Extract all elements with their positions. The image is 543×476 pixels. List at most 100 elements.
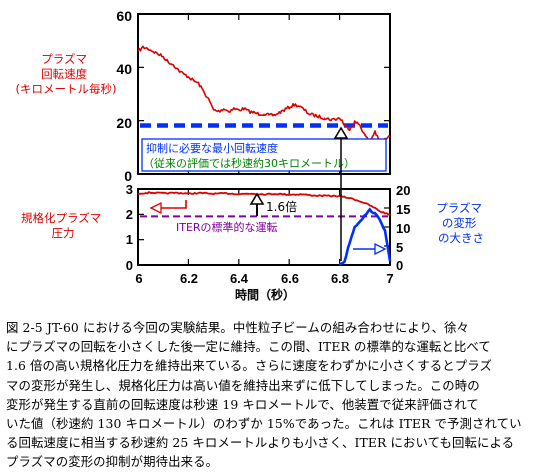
normalized-pressure-series bbox=[137, 191, 391, 216]
xtick-6.2: 6.2 bbox=[180, 271, 198, 286]
xtick-6.6: 6.6 bbox=[281, 271, 299, 286]
top-ytick-0: 0 bbox=[124, 168, 132, 184]
rotation-velocity-point bbox=[172, 64, 174, 66]
rotation-velocity-point bbox=[293, 104, 295, 106]
rotation-velocity-point bbox=[177, 69, 179, 71]
rotation-velocity-point bbox=[238, 109, 240, 111]
caption-line: る回転速度に相当する秒速約 25 キロメートルよりも小さく、ITER においても… bbox=[6, 435, 515, 451]
caption-line: 1.6 倍の高い規格化圧力を維持出来ている。さらに速度をわずかに小さくするとプラ… bbox=[6, 358, 492, 374]
rotation-velocity-point bbox=[318, 116, 320, 118]
plasma-deformation-point bbox=[384, 230, 386, 232]
bottom-left-ytick-3: 3 bbox=[126, 182, 133, 197]
rotation-velocity-point bbox=[341, 120, 343, 122]
top-ylabel: プラズマ 回転速度 (キロメートル毎秒) bbox=[16, 52, 117, 96]
bottom-left-ylabel: 規格化プラズマ 圧力 bbox=[21, 211, 105, 240]
rotation-velocity-point bbox=[248, 110, 250, 112]
rotation-velocity-point bbox=[273, 114, 275, 116]
bottom-left-ytick-2: 2 bbox=[126, 207, 133, 222]
bottom-left-ytick-1: 1 bbox=[126, 232, 133, 247]
normalized-pressure-point bbox=[313, 195, 315, 197]
rotation-velocity-point bbox=[152, 50, 154, 52]
rotation-velocity-point bbox=[218, 110, 220, 112]
normalized-pressure-point bbox=[326, 195, 328, 197]
plasma-deformation-point bbox=[349, 241, 351, 243]
normalized-pressure-point bbox=[389, 214, 391, 216]
bottom-right-ylabel-line1: プラズマ bbox=[436, 201, 482, 215]
left-axis-arrowhead bbox=[149, 201, 162, 215]
plasma-deformation-point bbox=[344, 260, 346, 262]
rotation-velocity-point bbox=[233, 108, 235, 110]
rotation-velocity-point bbox=[323, 117, 326, 119]
normalized-pressure-point bbox=[250, 193, 252, 195]
bottom-right-ylabel: プラズマ の変形 の大きさ bbox=[436, 201, 485, 245]
plasma-deformation-point bbox=[379, 218, 381, 220]
plasma-deformation-point bbox=[389, 260, 391, 262]
normalized-pressure-point bbox=[238, 193, 240, 195]
normalized-pressure-point bbox=[187, 193, 189, 195]
figure-caption: 図 2-5 JT-60 における今回の実験結果。中性粒子ビームの組み合わせにより… bbox=[6, 318, 538, 472]
rotation-velocity-point bbox=[208, 98, 210, 100]
rotation-velocity-point bbox=[223, 108, 225, 110]
top-plot-frame bbox=[137, 13, 391, 175]
rotation-velocity-point bbox=[283, 109, 285, 111]
rotation-velocity-point bbox=[389, 136, 391, 138]
rotation-velocity-points bbox=[137, 46, 391, 144]
normalized-pressure-point bbox=[150, 191, 152, 194]
bottom-right-ytick-0: 0 bbox=[396, 258, 403, 273]
rotation-velocity-point bbox=[142, 46, 144, 48]
rotation-velocity-point bbox=[197, 82, 200, 84]
normalized-pressure-point bbox=[225, 192, 227, 194]
bottom-panel: 3 2 1 0 20 15 10 5 0 6 6.2 6.4 6.6 6.8 7… bbox=[21, 182, 485, 302]
xtick-6: 6 bbox=[135, 271, 142, 286]
plasma-deformation-point bbox=[374, 213, 376, 215]
normalized-pressure-points bbox=[137, 191, 391, 216]
x-axis-label: 時間（秒） bbox=[235, 287, 295, 302]
bottom-right-ytick-10: 10 bbox=[396, 221, 410, 236]
rotation-velocity-point bbox=[137, 50, 139, 52]
bottom-right-ylabel-line2: の変形 bbox=[442, 216, 477, 230]
rotation-velocity-point bbox=[344, 125, 346, 127]
rotation-velocity-point bbox=[349, 128, 351, 130]
left-axis-arrow bbox=[151, 200, 187, 209]
caption-line: 図 2-5 JT-60 における今回の実験結果。中性粒子ビームの組み合わせにより… bbox=[6, 320, 470, 335]
rotation-velocity-point bbox=[147, 48, 149, 50]
threshold-annotation-line1: 抑制に必要な最小回転速度 bbox=[146, 141, 278, 155]
xtick-7: 7 bbox=[386, 271, 393, 286]
rotation-velocity-point bbox=[202, 90, 205, 92]
normalized-pressure-point bbox=[364, 202, 366, 204]
normalized-pressure-point bbox=[384, 212, 386, 214]
bottom-left-ylabel-line2: 圧力 bbox=[52, 226, 75, 240]
caption-line: プラズマの変形の抑制が期待出来る。 bbox=[6, 454, 219, 470]
normalized-pressure-point bbox=[175, 192, 177, 194]
rotation-velocity-point bbox=[192, 80, 194, 82]
ratio-label: 1.6倍 bbox=[266, 199, 297, 214]
normalized-pressure-point bbox=[374, 207, 376, 209]
normalized-pressure-point bbox=[379, 210, 381, 212]
plasma-deformation-point bbox=[354, 226, 356, 228]
rotation-velocity-point bbox=[339, 117, 341, 119]
rotation-velocity-point bbox=[303, 109, 305, 111]
caption-line: いた値（秒速約 130 キロメートル）のわずか 15%であった。これは ITER… bbox=[6, 416, 522, 432]
rotation-velocity-point bbox=[328, 118, 331, 120]
top-ytick-60: 60 bbox=[116, 8, 132, 24]
normalized-pressure-point bbox=[213, 193, 215, 195]
caption-line: 変形が発生する直前の回転速度は秒速 19 キロメートルで、他装置で従来評価されて bbox=[6, 396, 479, 412]
bottom-left-ytick-0: 0 bbox=[126, 258, 133, 273]
plasma-deformation-series bbox=[338, 207, 392, 267]
iter-standard-label: ITERの標準的な運転 bbox=[176, 220, 278, 234]
ratio-arrowhead bbox=[249, 192, 265, 205]
top-ytick-20: 20 bbox=[116, 115, 132, 131]
plasma-deformation-point bbox=[339, 264, 341, 266]
threshold-annotation-box bbox=[141, 138, 387, 172]
normalized-pressure-point bbox=[288, 194, 290, 196]
rotation-velocity-point bbox=[298, 105, 300, 107]
xtick-6.8: 6.8 bbox=[331, 271, 349, 286]
top-panel: 60 40 20 0 プラズマ 回転速度 (キロメートル毎秒) 抑制に必要な最小… bbox=[16, 8, 391, 184]
onset-connector-arrowhead bbox=[333, 126, 349, 139]
rotation-velocity-series bbox=[137, 45, 391, 145]
rotation-velocity-point bbox=[278, 112, 280, 114]
normalized-pressure-point bbox=[339, 195, 341, 197]
plasma-deformation-point bbox=[359, 220, 361, 222]
bottom-right-ytick-20: 20 bbox=[396, 183, 410, 198]
top-ylabel-line2: 回転速度 bbox=[41, 67, 87, 81]
